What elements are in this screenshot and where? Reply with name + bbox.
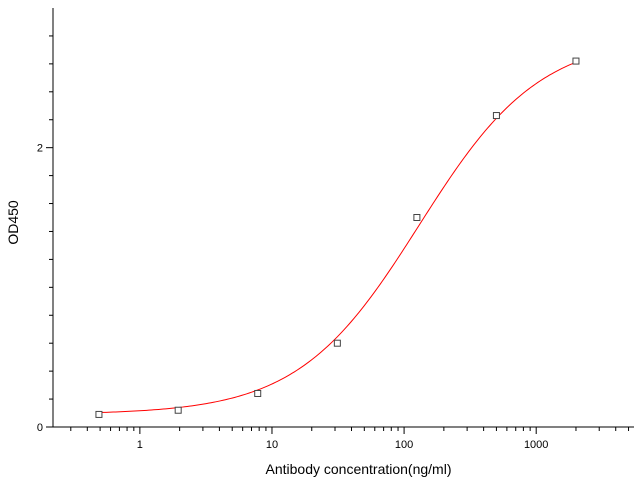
y-tick-label: 2 [37, 143, 43, 155]
data-point [413, 214, 421, 221]
y-axis-label: OD450 [5, 200, 21, 245]
fit-curve [98, 61, 577, 414]
x-tick-label: 1000 [524, 439, 548, 451]
x-tick-label: 1 [137, 439, 143, 451]
data-point [254, 389, 262, 397]
data-point [492, 112, 500, 120]
data-point [95, 410, 103, 418]
data-point [174, 406, 182, 414]
y-tick-label: 0 [37, 422, 43, 434]
x-tick-label: 100 [395, 439, 413, 451]
data-points [95, 57, 580, 418]
x-tick-label: 10 [266, 439, 278, 451]
axes: 1 10 100 1000 0 2 [37, 8, 634, 451]
data-point [333, 339, 341, 347]
x-axis-label: Antibody concentration(ng/ml) [266, 461, 452, 477]
data-point [572, 57, 580, 65]
